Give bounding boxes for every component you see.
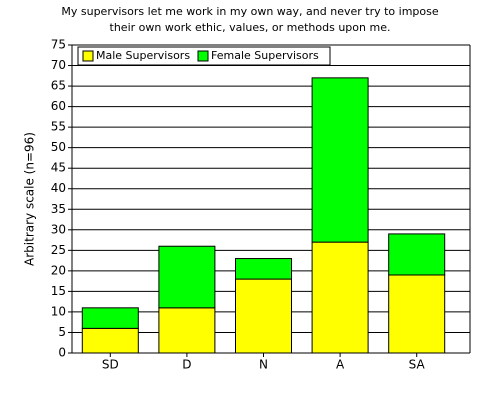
bar-segment <box>81 327 139 354</box>
bar-segment <box>235 278 292 354</box>
bar-segment <box>311 241 369 354</box>
y-tick-label: 20 <box>51 263 66 277</box>
bar-segment <box>158 245 216 309</box>
x-tick-label: A <box>336 358 345 372</box>
bar-segment <box>388 233 446 276</box>
x-tick-label: SD <box>102 358 119 372</box>
y-tick-label: 35 <box>51 202 66 216</box>
bar-segment <box>81 307 139 329</box>
y-tick-label: 40 <box>51 181 66 195</box>
y-tick-label: 75 <box>51 38 66 52</box>
y-tick-label: 5 <box>58 325 66 339</box>
y-axis-label: Arbitrary scale (n=96) <box>23 132 37 266</box>
y-tick-label: 10 <box>51 304 66 318</box>
y-tick-label: 70 <box>51 58 66 72</box>
x-tick-label: N <box>259 358 268 372</box>
y-tick-label: 45 <box>51 161 66 175</box>
bar-segment <box>311 77 369 243</box>
y-tick-label: 60 <box>51 99 66 113</box>
chart-title: their own work ethic, values, or methods… <box>110 21 391 34</box>
x-tick-label: D <box>182 358 191 372</box>
legend-label: Female Supervisors <box>211 49 319 62</box>
bar-segment <box>388 274 446 354</box>
y-tick-label: 25 <box>51 243 66 257</box>
y-tick-label: 0 <box>58 346 66 360</box>
legend-label: Male Supervisors <box>96 49 190 62</box>
legend-swatch <box>82 50 94 62</box>
y-tick-label: 15 <box>51 284 66 298</box>
x-tick-label: SA <box>409 358 426 372</box>
y-tick-label: 65 <box>51 79 66 93</box>
bar-segment <box>235 258 292 280</box>
bar-segment <box>158 307 216 354</box>
legend-swatch <box>197 50 209 62</box>
y-tick-label: 50 <box>51 140 66 154</box>
y-tick-label: 55 <box>51 120 66 134</box>
chart-title: My supervisors let me work in my own way… <box>61 5 438 18</box>
y-tick-label: 30 <box>51 222 66 236</box>
